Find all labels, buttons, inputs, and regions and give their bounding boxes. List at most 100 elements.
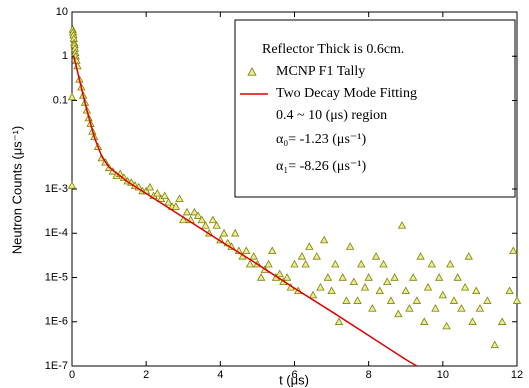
data-point <box>193 211 203 219</box>
data-point <box>208 215 218 224</box>
data-point <box>249 252 258 260</box>
data-point <box>160 191 169 200</box>
y-tick-label: 0.1 <box>53 94 68 106</box>
data-point <box>179 215 188 224</box>
y-tick-label: 1E-5 <box>45 271 68 283</box>
data-point <box>512 296 522 304</box>
legend-label: MCNP F1 Tally <box>276 64 365 79</box>
data-point <box>67 92 77 101</box>
x-tick-label: 8 <box>366 369 372 381</box>
data-point <box>497 317 507 325</box>
y-tick-label: 10 <box>56 6 68 18</box>
data-point <box>368 304 377 312</box>
data-point <box>67 181 77 189</box>
data-point <box>383 277 392 285</box>
legend-box <box>234 19 516 198</box>
data-point <box>375 286 384 295</box>
data-point <box>327 286 336 295</box>
data-point <box>483 296 492 304</box>
y-tick-label: 1E-4 <box>45 227 68 239</box>
data-point <box>442 321 451 330</box>
data-point <box>408 273 418 281</box>
legend-label: Two Decay Mode Fitting <box>276 86 417 101</box>
legend-title: Reflector Thick is 0.6cm. <box>262 42 404 57</box>
data-point <box>175 194 184 203</box>
data-point <box>297 252 307 260</box>
data-point <box>460 282 470 291</box>
data-point <box>342 296 351 304</box>
y-tick-label: 1E-6 <box>45 316 68 328</box>
x-axis-label: t (μs) <box>279 372 309 387</box>
data-point <box>164 197 173 206</box>
data-point <box>371 252 381 260</box>
data-point <box>446 259 455 268</box>
x-tick-label: 12 <box>511 369 523 381</box>
data-point <box>390 273 399 281</box>
data-point <box>230 228 240 237</box>
data-point <box>427 259 436 268</box>
data-point <box>256 273 266 281</box>
data-point <box>290 259 299 268</box>
data-point <box>316 282 325 291</box>
data-point <box>438 290 448 299</box>
y-axis-label: Neutron Counts (μs⁻¹) <box>9 126 24 255</box>
annotation: 0.4 ~ 10 (μs) region <box>276 108 387 123</box>
data-point <box>305 242 314 250</box>
data-point <box>171 202 181 210</box>
data-point <box>312 252 321 260</box>
data-point <box>453 273 462 281</box>
legend-symbol <box>247 67 257 76</box>
data-point <box>334 317 344 325</box>
data-point <box>268 246 277 255</box>
data-point <box>431 304 440 312</box>
data-point <box>338 273 347 281</box>
data-point <box>401 286 410 295</box>
x-tick-label: 2 <box>143 369 149 381</box>
data-point <box>153 188 162 197</box>
data-point <box>379 259 388 268</box>
data-point <box>468 317 477 325</box>
data-point <box>449 296 459 304</box>
data-point <box>345 242 355 250</box>
data-point <box>182 207 192 216</box>
x-tick-label: 10 <box>437 369 449 381</box>
data-point <box>331 259 340 268</box>
data-point <box>457 304 466 312</box>
data-point <box>190 207 199 216</box>
data-point <box>212 221 221 229</box>
data-point <box>412 296 422 304</box>
data-point <box>319 235 329 244</box>
data-point <box>308 290 318 299</box>
data-point <box>505 286 514 295</box>
x-tick-label: 4 <box>217 369 223 381</box>
data-point <box>245 259 255 268</box>
data-point <box>323 273 333 281</box>
data-point <box>472 286 481 295</box>
data-point <box>264 259 273 268</box>
data-point <box>397 221 407 229</box>
x-tick-label: 6 <box>291 369 297 381</box>
data-point <box>360 282 370 291</box>
data-point <box>490 340 499 349</box>
x-tick-label: 0 <box>69 369 75 381</box>
data-point <box>353 296 362 304</box>
data-point <box>475 304 485 312</box>
data-point <box>464 252 473 260</box>
data-point <box>405 304 414 312</box>
data-point <box>197 215 206 224</box>
data-point <box>242 246 251 255</box>
data-point <box>357 259 366 268</box>
fit-line <box>73 56 418 367</box>
data-point <box>145 182 155 191</box>
annotation: α₁= -8.26 (μs⁻¹) <box>276 159 366 174</box>
data-point <box>219 228 229 237</box>
data-point <box>423 282 433 291</box>
y-tick-label: 1E-7 <box>45 360 68 372</box>
data-point <box>282 273 292 281</box>
data-point <box>364 273 373 281</box>
data-point <box>434 273 444 281</box>
data-point <box>201 221 210 229</box>
y-tick-label: 1E-3 <box>45 183 68 195</box>
data-point <box>394 309 403 318</box>
